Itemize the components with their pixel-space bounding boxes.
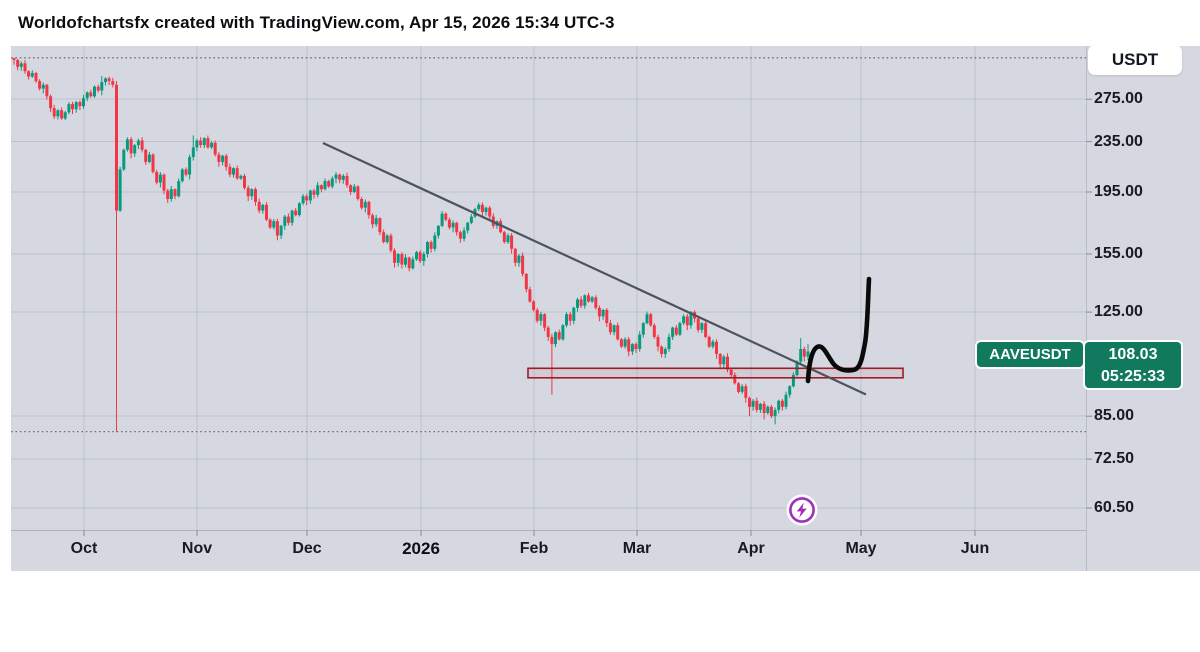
currency-toggle-button[interactable]: USDT [1088,45,1182,75]
time-tick-label: Jun [960,540,990,557]
price-tick-label: 195.00 [1094,183,1143,200]
header: Worldofchartsfx created with TradingView… [0,0,1200,46]
time-tick-label: Oct [70,540,98,557]
last-price-value: 108.03 [1108,345,1158,363]
price-tick-label: 125.00 [1094,303,1143,321]
page-title: Worldofchartsfx created with TradingView… [18,13,615,32]
time-tick-label: Dec [292,540,322,557]
footer: TradingView [0,571,1200,652]
time-tick-label: Nov [181,540,213,557]
chart-canvas[interactable]: 275.00 235.00 195.00 155.00 125.00 85.00 72.50… [11,46,1200,571]
time-tick-label: Apr [737,540,765,557]
lightning-icon[interactable] [786,494,818,526]
time-tick-label: Feb [519,540,549,557]
price-tick-label: 72.50 [1094,450,1135,468]
price-tick-label: 60.50 [1094,499,1135,516]
price-tick-label: 235.00 [1094,132,1143,150]
price-tick-label: 275.00 [1094,90,1143,108]
price-tick-label: 85.00 [1094,407,1135,425]
time-tick-label: 2026 [402,539,440,558]
symbol-badge[interactable]: AAVEUSDT [977,342,1083,367]
candlestick-chart [11,46,1092,571]
time-tick-label: Mar [622,540,652,557]
price-tick-label: 155.00 [1094,245,1143,262]
bar-countdown: 05:25:33 [1100,367,1166,385]
time-tick-label: May [845,540,877,557]
last-price-badge: 108.03 05:25:33 [1085,342,1181,388]
